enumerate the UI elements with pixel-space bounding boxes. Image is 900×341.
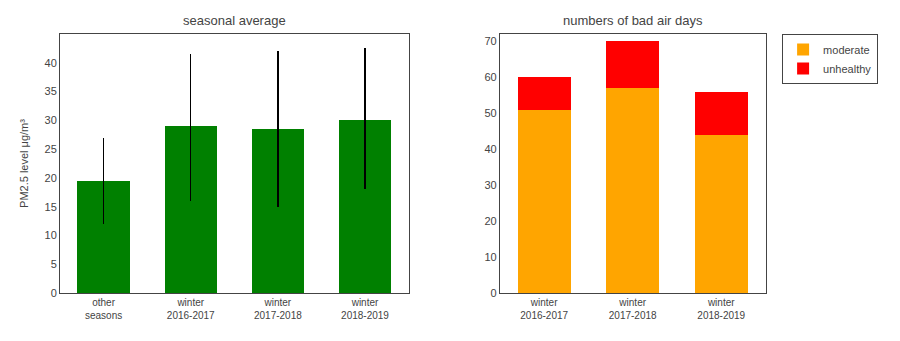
svg-text:5: 5 xyxy=(51,258,57,270)
svg-text:30: 30 xyxy=(484,179,496,191)
svg-text:moderate: moderate xyxy=(823,44,869,56)
svg-text:winter2017-2018: winter2017-2018 xyxy=(254,297,302,321)
svg-text:50: 50 xyxy=(484,107,496,119)
svg-text:numbers of bad air days: numbers of bad air days xyxy=(563,13,703,28)
svg-text:60: 60 xyxy=(484,71,496,83)
svg-text:winter2016-2017: winter2016-2017 xyxy=(520,297,568,321)
svg-text:40: 40 xyxy=(45,57,57,69)
svg-text:otherseasons: otherseasons xyxy=(85,297,122,321)
svg-text:unhealthy: unhealthy xyxy=(823,63,871,75)
svg-text:20: 20 xyxy=(45,172,57,184)
svg-text:10: 10 xyxy=(45,229,57,241)
svg-text:PM2.5 level μg/m³: PM2.5 level μg/m³ xyxy=(18,119,30,208)
svg-text:15: 15 xyxy=(45,201,57,213)
svg-text:winter2018-2019: winter2018-2019 xyxy=(697,297,745,321)
svg-text:30: 30 xyxy=(45,114,57,126)
svg-text:winter2018-2019: winter2018-2019 xyxy=(341,297,389,321)
svg-text:winter2016-2017: winter2016-2017 xyxy=(167,297,215,321)
svg-text:0: 0 xyxy=(491,287,497,299)
svg-text:70: 70 xyxy=(484,35,496,47)
svg-text:35: 35 xyxy=(45,85,57,97)
svg-text:10: 10 xyxy=(484,251,496,263)
svg-text:20: 20 xyxy=(484,215,496,227)
svg-text:25: 25 xyxy=(45,143,57,155)
svg-text:seasonal average: seasonal average xyxy=(183,13,286,28)
svg-text:40: 40 xyxy=(484,143,496,155)
svg-text:0: 0 xyxy=(51,287,57,299)
svg-text:winter2017-2018: winter2017-2018 xyxy=(609,297,657,321)
